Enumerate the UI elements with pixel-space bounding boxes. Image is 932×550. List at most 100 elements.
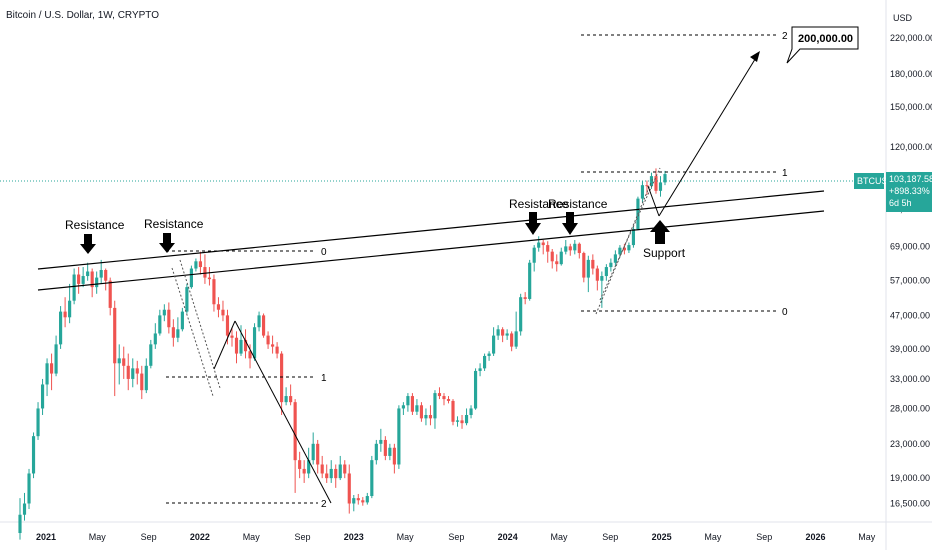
candle-body <box>108 280 112 308</box>
y-tick-label: 220,000.00 <box>890 33 932 43</box>
channel-upper-line[interactable] <box>37 190 825 270</box>
candle-body <box>144 365 148 391</box>
candle-body <box>487 353 491 356</box>
x-tick-label: Sep <box>448 532 464 542</box>
channel-lower-line[interactable] <box>37 210 825 291</box>
candle-body <box>478 368 482 371</box>
candle-body <box>550 251 554 262</box>
candle-body <box>194 261 198 269</box>
candle-body <box>424 414 428 419</box>
candle-body <box>325 473 329 479</box>
candle-body <box>401 405 405 409</box>
candle-body <box>216 304 221 310</box>
candle-body <box>252 327 257 359</box>
x-tick-label: May <box>704 532 722 542</box>
candle-body <box>280 353 284 403</box>
candle-body <box>631 229 636 246</box>
candle-body <box>415 405 419 412</box>
correction-channel-line <box>171 267 214 397</box>
candle-body <box>293 402 297 461</box>
y-tick-label: 39,000.00 <box>890 344 930 354</box>
candle-body <box>207 277 212 280</box>
candle-body <box>428 414 433 419</box>
resistance-label: Resistance <box>65 218 125 232</box>
x-tick-label: May <box>397 532 415 542</box>
candle-body <box>221 309 225 316</box>
down-arrow-icon <box>159 233 175 253</box>
candle-body <box>383 439 387 456</box>
candle-body <box>54 344 58 374</box>
candle-body <box>167 309 171 328</box>
x-tick-label: Sep <box>756 532 772 542</box>
candle-body <box>343 464 347 474</box>
candle-body <box>329 468 333 479</box>
candle-body <box>613 254 617 263</box>
candle-body <box>316 443 320 465</box>
candle-body <box>654 176 658 191</box>
candle-body <box>455 420 460 422</box>
x-tick-label: May <box>243 532 261 542</box>
candle-body <box>514 331 518 347</box>
candle-body <box>392 447 396 465</box>
candle-body <box>663 174 667 183</box>
y-tick-label: 19,000.00 <box>890 473 930 483</box>
candle-body <box>347 473 351 504</box>
candle-body <box>451 400 455 422</box>
candle-body <box>419 405 424 419</box>
candle-body <box>627 245 631 251</box>
candle-body <box>298 460 302 469</box>
candle-body <box>559 251 563 265</box>
candle-body <box>99 270 103 278</box>
support-label: Support <box>643 246 686 260</box>
fib-label: 1 <box>782 168 788 179</box>
candle-body <box>586 259 590 278</box>
candle-body <box>361 500 365 503</box>
candle-body <box>234 337 239 354</box>
candle-body <box>22 503 27 515</box>
candle-body <box>433 393 437 419</box>
up-arrow-icon <box>650 220 670 244</box>
candle-body <box>36 408 40 437</box>
resistance-label: Resistance <box>144 217 204 231</box>
candle-body <box>122 358 126 366</box>
candle-body <box>537 242 541 248</box>
x-tick-label: 2026 <box>805 532 825 542</box>
candle-body <box>464 414 469 424</box>
candle-body <box>546 245 550 252</box>
candle-body <box>437 393 442 397</box>
candle-body <box>397 408 401 465</box>
candle-body <box>225 315 230 336</box>
candle-body <box>266 335 270 345</box>
x-tick-label: 2025 <box>652 532 672 542</box>
candle-body <box>523 297 527 299</box>
candle-body <box>334 468 338 479</box>
candle-body <box>307 460 311 474</box>
down-arrow-icon <box>80 234 96 254</box>
x-tick-label: Sep <box>141 532 157 542</box>
y-tick-label: 23,000.00 <box>890 439 930 449</box>
candle-body <box>356 498 360 501</box>
candle-body <box>243 339 248 352</box>
candle-body <box>18 514 22 534</box>
x-axis: 2021 May Sep 2022 May Sep 2023 May Sep 2024 May Sep… <box>36 532 876 542</box>
candlestick-series <box>18 168 667 540</box>
candle-body <box>131 368 135 379</box>
candle-body <box>117 358 121 364</box>
candle-body <box>176 329 180 338</box>
x-tick-label: May <box>550 532 568 542</box>
candle-body <box>185 287 189 312</box>
candle-body <box>460 420 464 424</box>
price-tag-countdown: 6d 5h <box>889 198 912 208</box>
price-tag-value: 103,187.58 <box>889 174 932 184</box>
currency-label: USD <box>893 13 913 23</box>
candle-body <box>171 327 175 338</box>
candle-body <box>618 247 622 255</box>
projection-line <box>234 320 332 504</box>
y-tick-label: 150,000.00 <box>890 102 932 112</box>
candle-body <box>510 333 514 347</box>
fib-label: 2 <box>321 499 327 510</box>
candle-body <box>320 464 324 474</box>
y-tick-label: 28,000.00 <box>890 403 930 413</box>
candle-body <box>388 447 392 456</box>
